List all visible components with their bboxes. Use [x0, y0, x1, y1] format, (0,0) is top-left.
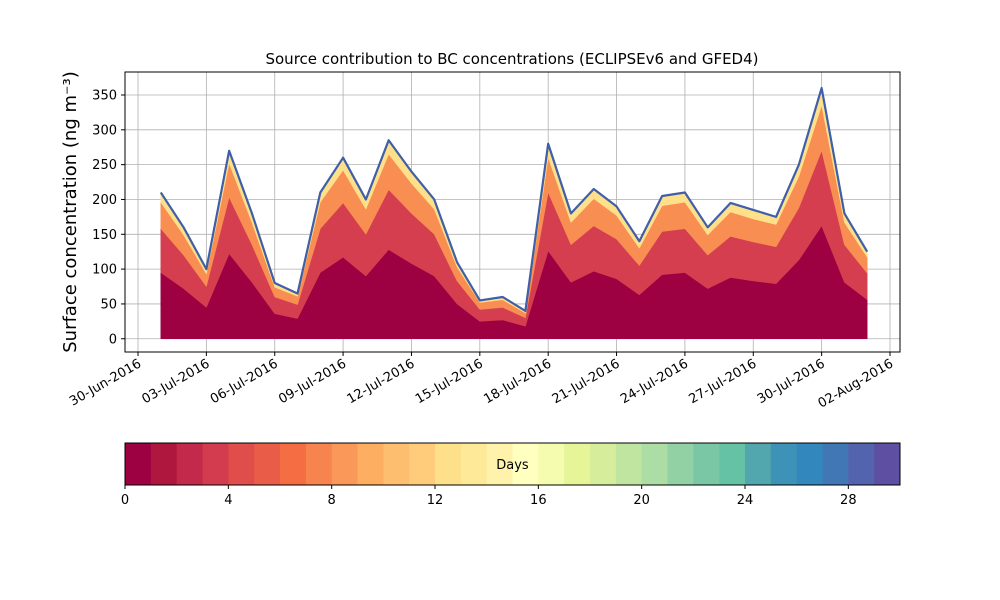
y-axis-label: Surface concentration (ng m⁻³) [60, 71, 81, 353]
colorbar-swatch [125, 443, 152, 485]
colorbar-swatch [150, 443, 178, 485]
y-tick-label: 200 [92, 193, 117, 208]
colorbar-swatch [228, 443, 255, 485]
colorbar-tick-label: 0 [121, 493, 129, 508]
y-tick-label: 300 [92, 123, 117, 138]
colorbar-tick-label: 12 [427, 493, 444, 508]
colorbar-swatch [409, 443, 436, 485]
colorbar-swatch [745, 443, 772, 485]
colorbar-swatch [280, 443, 307, 485]
colorbar-tick-label: 28 [840, 493, 857, 508]
colorbar-tick-label: 16 [530, 493, 547, 508]
colorbar-label: Days [496, 458, 529, 473]
x-tick-label: 27-Jul-2016 [686, 356, 759, 407]
colorbar-swatch [357, 443, 384, 485]
colorbar-swatch [874, 443, 901, 485]
colorbar-swatch [202, 443, 229, 485]
x-tick-label: 03-Jul-2016 [140, 356, 213, 407]
colorbar-swatch [848, 443, 875, 485]
colorbar-swatch [796, 443, 823, 485]
colorbar-swatch [254, 443, 281, 485]
colorbar-swatch [590, 443, 617, 485]
colorbar-swatch [176, 443, 203, 485]
colorbar-swatch [564, 443, 591, 485]
colorbar-swatch [435, 443, 462, 485]
colorbar-tick-label: 4 [224, 493, 232, 508]
y-tick-label: 250 [92, 158, 117, 173]
colorbar-swatch [305, 443, 333, 485]
colorbar-swatch [770, 443, 798, 485]
colorbar-swatch [486, 443, 513, 485]
x-tick-label: 02-Aug-2016 [816, 356, 896, 411]
x-tick-label: 12-Jul-2016 [345, 356, 418, 407]
x-tick-label: 30-Jun-2016 [67, 356, 144, 409]
colorbar-swatch [512, 443, 539, 485]
x-tick-label: 24-Jul-2016 [618, 356, 691, 407]
x-tick-label: 15-Jul-2016 [413, 356, 486, 407]
colorbar-swatch [719, 443, 746, 485]
y-tick-label: 150 [92, 228, 117, 243]
colorbar-swatch [667, 443, 694, 485]
x-tick-label: 21-Jul-2016 [550, 356, 623, 407]
colorbar-tick-label: 20 [633, 493, 650, 508]
y-tick-label: 50 [100, 297, 117, 312]
y-tick-label: 0 [109, 332, 117, 347]
x-tick-label: 18-Jul-2016 [481, 356, 554, 407]
colorbar-swatch [460, 443, 488, 485]
colorbar-swatch [822, 443, 849, 485]
colorbar-swatch [693, 443, 720, 485]
plot-frame [124, 71, 901, 353]
colorbar-frame [124, 442, 901, 486]
colorbar-swatch [383, 443, 410, 485]
y-tick-label: 350 [92, 88, 117, 103]
colorbar-tick-label: 24 [737, 493, 754, 508]
colorbar-swatch [538, 443, 565, 485]
x-tick-label: 06-Jul-2016 [208, 356, 281, 407]
colorbar-swatch [641, 443, 668, 485]
x-tick-label: 09-Jul-2016 [276, 356, 349, 407]
chart-title: Source contribution to BC concentrations… [265, 50, 758, 68]
colorbar-swatch [331, 443, 358, 485]
colorbar-swatch [615, 443, 643, 485]
top-edge [159, 86, 869, 313]
y-tick-label: 100 [92, 263, 117, 278]
colorbar-tick-label: 8 [328, 493, 336, 508]
